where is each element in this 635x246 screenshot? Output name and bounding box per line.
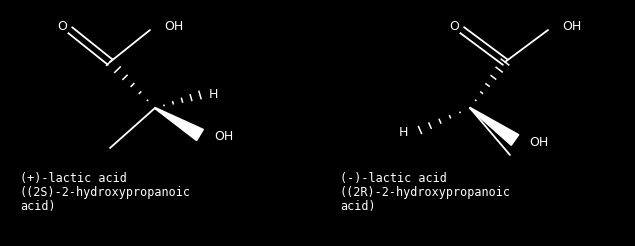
Text: O: O bbox=[57, 19, 67, 32]
Text: OH: OH bbox=[214, 130, 233, 143]
Text: H: H bbox=[399, 126, 408, 139]
Text: acid): acid) bbox=[20, 200, 56, 213]
Text: ((2S)-2-hydroxypropanoic: ((2S)-2-hydroxypropanoic bbox=[20, 186, 191, 199]
Polygon shape bbox=[155, 108, 203, 140]
Text: OH: OH bbox=[562, 20, 581, 33]
Text: ((2R)-2-hydroxypropanoic: ((2R)-2-hydroxypropanoic bbox=[340, 186, 511, 199]
Text: (-)-lactic acid: (-)-lactic acid bbox=[340, 172, 447, 185]
Polygon shape bbox=[470, 108, 519, 145]
Text: (+)-lactic acid: (+)-lactic acid bbox=[20, 172, 127, 185]
Text: acid): acid) bbox=[340, 200, 376, 213]
Text: OH: OH bbox=[529, 136, 548, 149]
Text: OH: OH bbox=[164, 20, 184, 33]
Text: H: H bbox=[209, 89, 218, 102]
Text: O: O bbox=[449, 19, 459, 32]
